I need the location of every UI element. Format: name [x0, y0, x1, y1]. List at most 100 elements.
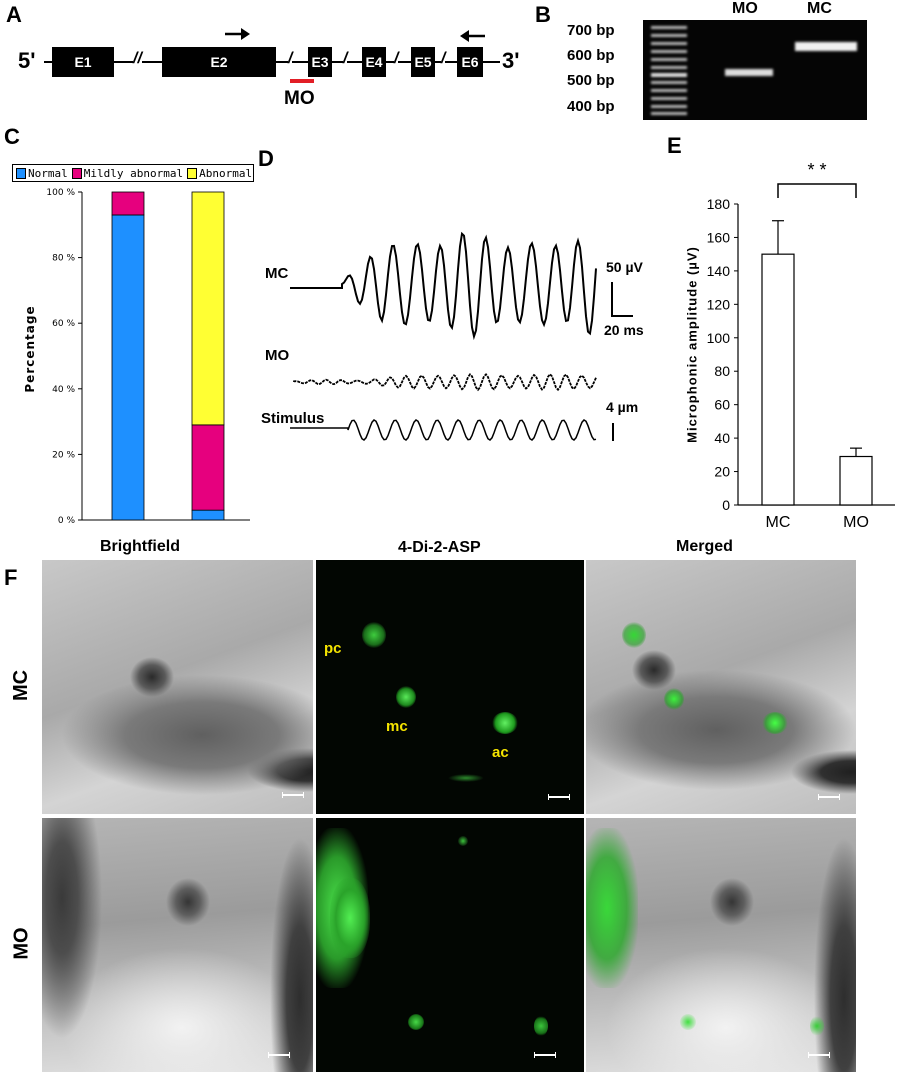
scale-displacement: 4 µm: [606, 399, 639, 415]
trace-label-mc: MC: [265, 265, 289, 282]
cluster-ac: [492, 712, 518, 734]
merged-cluster-ac: [762, 712, 788, 734]
column-title-merged: Merged: [676, 538, 733, 555]
y-tick-label: 20 %: [52, 450, 75, 460]
scale-bar-icon: [808, 1052, 830, 1058]
y-tick-label: 120: [707, 296, 731, 312]
mo-label: MO: [284, 88, 315, 109]
scale-time: 20 ms: [604, 322, 644, 338]
chart-c-legend: Normal Mildly abnormal Abnormal: [12, 164, 254, 182]
trace-mo: [293, 372, 597, 392]
merged-spot-2: [810, 1016, 824, 1036]
intron-break: //: [133, 50, 142, 68]
trace-stimulus: [290, 419, 597, 441]
bar-segment: [191, 509, 225, 521]
cluster-spot-3: [458, 836, 468, 846]
exon-e2: E2: [162, 47, 276, 77]
bar: [761, 253, 795, 506]
scale-amplitude: 50 µV: [606, 259, 643, 275]
cluster-spot-2: [534, 1016, 548, 1036]
image-mc-merged: [586, 560, 856, 814]
x-tick-label: MC: [766, 514, 791, 530]
ladder-700: 700 bp: [567, 22, 615, 39]
merged-autofluorescence: [586, 828, 638, 988]
intron-break-5: /: [441, 50, 446, 68]
panel-label-b: B: [535, 2, 551, 27]
row-label-mo: MO: [10, 927, 33, 960]
y-tick-label: 80: [714, 363, 730, 379]
exon-e5: E5: [411, 47, 435, 77]
scale-bar-icon: [282, 792, 304, 798]
chart-c-ylabel: Percentage: [23, 305, 37, 393]
legend-swatch-normal: [16, 167, 26, 179]
scale-bar-icon: [818, 794, 840, 800]
row-label-mc: MC: [10, 669, 33, 702]
scale-bar-icon: [268, 1052, 290, 1058]
trace-label-mo: MO: [265, 347, 290, 364]
scale-bar-stim: [612, 423, 614, 441]
scale-bar-icon: [534, 1052, 556, 1058]
five-prime-label: 5': [18, 48, 36, 73]
exon-e6: E6: [457, 47, 483, 77]
cluster-spot: [408, 1014, 424, 1030]
y-tick-label: 20: [714, 464, 730, 480]
exon-e1: E1: [52, 47, 114, 77]
image-mc-brightfield: [42, 560, 313, 814]
image-mo-fluorescence: [316, 818, 584, 1072]
column-title-brightfield: Brightfield: [100, 538, 180, 555]
column-title-fluorescence: 4-Di-2-ASP: [398, 539, 481, 556]
y-tick-label: 160: [707, 229, 731, 245]
gene-schematic: 5' E1 // E2 / E3 / E4 / E5 / E6 5' 3' MO: [0, 0, 530, 120]
bar: [839, 455, 873, 506]
y-tick-label: 0: [722, 497, 730, 513]
bar-segment: [111, 214, 145, 521]
scale-bar-icon: [548, 794, 570, 800]
trace-mc: [290, 231, 597, 341]
gel-lane-label-mo: MO: [732, 0, 758, 17]
bar-segment: [191, 424, 225, 511]
ladder-600: 600 bp: [567, 47, 615, 64]
merged-cluster-pc: [622, 622, 646, 648]
y-tick-label: 0 %: [58, 516, 76, 526]
ladder-400: 400 bp: [567, 98, 615, 115]
image-mc-fluorescence: pc mc ac: [316, 560, 584, 814]
gel-image: [643, 20, 867, 120]
y-tick-label: 100: [707, 330, 731, 346]
y-tick-label: 40: [714, 430, 730, 446]
chart-c: 100 % 80 % 60 % 40 % 20 % 0 %: [46, 188, 250, 526]
microphonic-traces: [290, 231, 597, 441]
legend-label-normal: Normal: [28, 166, 68, 180]
significance-stars: * *: [807, 160, 826, 180]
image-mo-brightfield: [42, 818, 313, 1072]
gel-lane-label-mc: MC: [807, 0, 832, 17]
panel-label-d: D: [258, 146, 274, 171]
y-tick-label: 60: [714, 397, 730, 413]
cluster-pc: [362, 622, 386, 648]
label-ac: ac: [492, 744, 509, 761]
label-mc: mc: [386, 718, 408, 735]
y-tick-label: 100 %: [46, 188, 75, 198]
y-tick-label: 180: [707, 196, 731, 212]
intron-break-4: /: [394, 50, 399, 68]
y-tick-label: 60 %: [52, 319, 75, 329]
merged-cluster-mc: [664, 688, 684, 710]
merged-spot: [680, 1014, 696, 1030]
reverse-primer-arrow-icon: [460, 30, 485, 42]
legend-swatch-mild: [71, 167, 82, 179]
label-pc: pc: [324, 640, 342, 657]
panel-label-f: F: [4, 565, 18, 590]
scale-bar-horizontal: [611, 315, 633, 317]
y-tick-label: 140: [707, 263, 731, 279]
bar-segment: [111, 191, 145, 216]
scale-bar-vertical: [611, 282, 613, 316]
three-prime-label-text: 3': [502, 48, 520, 73]
significance-bracket: [777, 183, 857, 198]
y-tick-label: 80 %: [52, 254, 75, 264]
autofluorescence-blob-2: [330, 878, 370, 958]
intron-break-3: /: [343, 50, 348, 68]
panel-label-e: E: [667, 133, 682, 158]
intron-break-2: /: [288, 50, 293, 68]
legend-swatch-abnormal: [187, 167, 198, 179]
panel-label-c: C: [4, 124, 20, 149]
mo-target-bar: [290, 79, 314, 83]
